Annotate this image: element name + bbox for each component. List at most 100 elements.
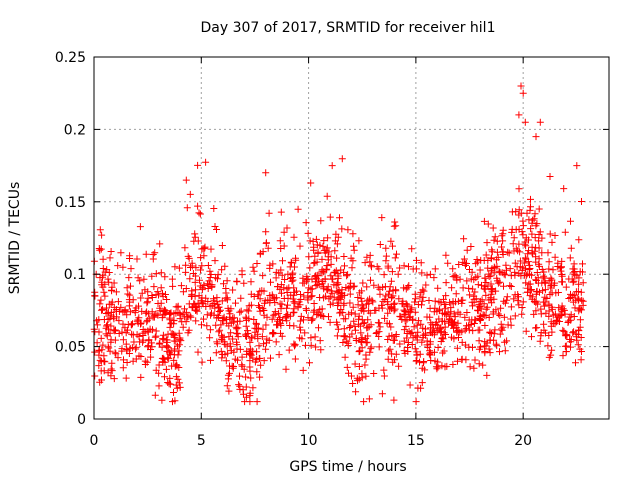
data-point [198, 262, 206, 270]
data-point [137, 373, 145, 381]
data-point [159, 358, 167, 366]
data-point [123, 359, 131, 366]
data-point [396, 340, 404, 348]
data-point [504, 248, 512, 256]
data-point [431, 348, 438, 356]
data-point [160, 306, 168, 314]
data-point [352, 335, 360, 343]
data-point [143, 318, 151, 326]
data-point [126, 255, 133, 262]
data-point [136, 223, 144, 231]
data-point [112, 306, 120, 313]
data-point [413, 333, 421, 341]
data-point [351, 310, 359, 318]
data-point [303, 306, 310, 314]
data-point [227, 329, 235, 337]
data-point [244, 330, 252, 337]
data-point [291, 342, 298, 350]
y-tick-label: 0.2 [64, 122, 86, 138]
data-point [154, 300, 162, 307]
data-point [467, 243, 475, 250]
data-point [99, 255, 107, 263]
data-point [310, 246, 318, 254]
data-point [306, 264, 314, 272]
data-point [512, 208, 520, 216]
data-point [187, 264, 194, 271]
data-point [148, 292, 156, 299]
data-point [151, 333, 159, 341]
data-point [565, 275, 573, 283]
data-point [214, 311, 222, 319]
data-point [352, 326, 359, 334]
data-point [126, 298, 134, 306]
data-point [233, 277, 241, 285]
data-point [527, 286, 535, 293]
data-point [490, 236, 498, 244]
data-point [260, 340, 267, 348]
data-point [340, 315, 348, 323]
data-point [519, 217, 527, 225]
data-point [575, 304, 583, 312]
data-point [491, 326, 499, 334]
data-point [322, 292, 330, 300]
data-point [484, 220, 492, 228]
data-point [460, 235, 468, 243]
data-point [502, 261, 510, 269]
data-point [521, 118, 529, 126]
y-tick-label: 0.15 [55, 195, 86, 211]
data-point [521, 238, 529, 246]
data-point [562, 283, 570, 291]
data-point [545, 265, 553, 273]
data-point [345, 310, 353, 318]
data-point [182, 268, 190, 276]
data-point [253, 368, 261, 376]
data-point [182, 261, 190, 269]
data-point [186, 312, 194, 320]
data-point [489, 308, 497, 316]
data-point [374, 319, 382, 327]
data-point [247, 374, 255, 382]
data-point [386, 283, 394, 291]
data-point [470, 276, 478, 284]
data-point [508, 225, 516, 233]
data-point [161, 373, 168, 381]
data-point [277, 245, 285, 252]
data-point [343, 272, 351, 280]
data-point [469, 285, 477, 293]
data-point [431, 304, 439, 312]
data-point [236, 345, 244, 353]
data-point [118, 347, 126, 355]
data-point [521, 259, 529, 267]
data-point [347, 322, 355, 330]
data-point [207, 271, 215, 278]
data-point [412, 332, 420, 340]
data-point [100, 352, 108, 360]
data-point [404, 344, 411, 351]
data-point [562, 348, 570, 356]
data-point [313, 241, 321, 249]
data-point [480, 217, 488, 225]
data-point [210, 300, 218, 307]
data-point [541, 279, 549, 287]
data-point [222, 285, 230, 292]
data-point [194, 202, 202, 210]
data-point [466, 291, 474, 299]
data-point [91, 348, 99, 356]
data-point [545, 312, 553, 320]
data-point [496, 348, 503, 356]
data-point [144, 288, 152, 296]
data-point [535, 237, 543, 245]
data-point [569, 292, 577, 300]
data-point [418, 338, 426, 346]
data-point [500, 270, 508, 278]
data-point [93, 339, 101, 347]
data-point [147, 339, 155, 347]
data-point [518, 304, 526, 311]
data-point [247, 334, 255, 342]
data-point [477, 305, 485, 313]
data-point [166, 374, 174, 382]
data-point [540, 320, 548, 328]
data-point [95, 328, 103, 336]
data-point [267, 354, 274, 362]
data-point [188, 292, 196, 300]
